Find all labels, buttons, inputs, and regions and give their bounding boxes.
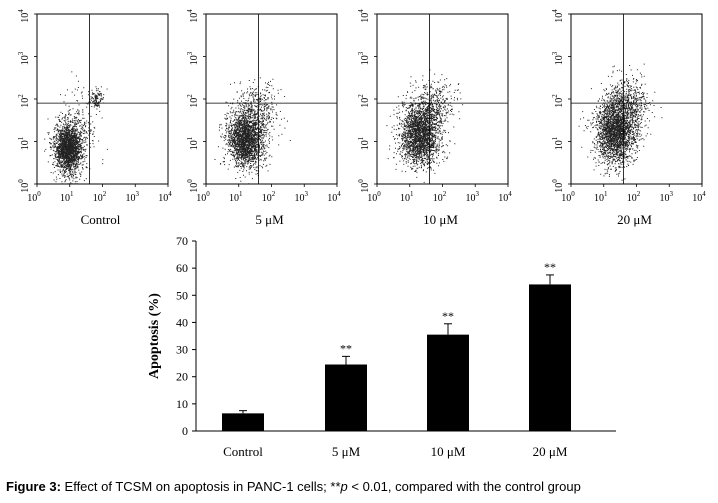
x-tick-label: 101 [60, 190, 74, 204]
y-tick-label: 102 [17, 94, 31, 108]
x-tick-label: 103 [660, 190, 674, 204]
y-tick-label: 102 [186, 94, 200, 108]
x-tick-label: 102 [262, 190, 276, 204]
bar [222, 413, 264, 431]
y-tick-label: 102 [551, 94, 565, 108]
y-tick-label: 100 [186, 179, 200, 193]
caption-label: Figure 3: [6, 479, 61, 494]
y-tick-label: 104 [17, 9, 31, 23]
category-label: 10 μM [431, 444, 466, 459]
y-tick-label: 101 [186, 136, 200, 150]
flow-events [214, 77, 291, 185]
bar [529, 284, 571, 431]
x-tick-label: 102 [433, 190, 447, 204]
flow-panel-label: 20 μM [617, 212, 652, 227]
flow-cytometry-panels: 100100101101102102103103104104Control100… [17, 9, 706, 227]
significance-label: ** [340, 341, 352, 355]
y-tick-label: 104 [551, 9, 565, 23]
flow-events [44, 71, 108, 185]
y-tick-label: 60 [176, 261, 188, 275]
flow-plot-frame [205, 13, 338, 185]
x-tick-label: 102 [627, 190, 641, 204]
significance-label: ** [544, 260, 556, 274]
y-tick-label: 102 [357, 94, 371, 108]
x-tick-label: 100 [367, 190, 381, 204]
y-tick-label: 104 [186, 9, 200, 23]
x-tick-label: 103 [126, 190, 140, 204]
y-tick-label: 103 [551, 51, 565, 65]
y-tick-label: 104 [357, 9, 371, 23]
x-tick-label: 101 [229, 190, 243, 204]
caption-text-2: < 0.01, compared with the control group [347, 479, 581, 494]
caption-text-1: Effect of TCSM on apoptosis in PANC-1 ce… [60, 479, 341, 494]
y-tick-label: 0 [182, 424, 188, 438]
apoptosis-bar-chart: 0 10 20 30 40 50 60 70 Apoptosis (%) Control ** 5 μ… [147, 234, 616, 459]
category-label: Control [223, 444, 263, 459]
x-tick-label: 101 [594, 190, 608, 204]
y-tick-label: 20 [176, 370, 188, 384]
y-tick-label: 100 [357, 179, 371, 193]
y-tick-label: 101 [357, 136, 371, 150]
y-tick-label: 50 [176, 288, 188, 302]
category-label: 20 μM [533, 444, 568, 459]
y-tick-label: 10 [176, 397, 188, 411]
x-tick-label: 104 [327, 190, 341, 204]
bar [427, 334, 469, 431]
significance-label: ** [442, 309, 454, 323]
bar [325, 364, 367, 431]
x-tick-label: 100 [561, 190, 575, 204]
flow-events [386, 69, 464, 183]
y-tick-label: 70 [176, 234, 188, 248]
flow-panel-label: 10 μM [423, 212, 458, 227]
x-tick-label: 104 [692, 190, 706, 204]
flow-panel-label: 5 μM [255, 212, 284, 227]
y-tick-label: 103 [357, 51, 371, 65]
y-tick-label: 30 [176, 343, 188, 357]
y-tick-label: 103 [186, 51, 200, 65]
y-tick-label: 101 [17, 136, 31, 150]
y-tick-label: 40 [176, 315, 188, 329]
x-tick-label: 103 [466, 190, 480, 204]
flow-plot-frame [376, 13, 509, 185]
category-label: 5 μM [332, 444, 361, 459]
x-tick-label: 104 [158, 190, 172, 204]
flow-events [578, 63, 663, 181]
x-tick-label: 100 [27, 190, 41, 204]
y-tick-label: 101 [551, 136, 565, 150]
caption-p-italic: p [340, 479, 348, 494]
y-tick-label: 103 [17, 51, 31, 65]
y-tick-label: 100 [551, 179, 565, 193]
y-tick-label: 100 [17, 179, 31, 193]
x-tick-label: 100 [196, 190, 210, 204]
x-tick-label: 103 [295, 190, 309, 204]
x-tick-label: 102 [93, 190, 107, 204]
x-tick-label: 104 [498, 190, 512, 204]
x-tick-label: 101 [400, 190, 414, 204]
flow-panel-label: Control [81, 212, 121, 227]
figure-caption: Figure 3: Effect of TCSM on apoptosis in… [6, 479, 712, 494]
y-axis-label: Apoptosis (%) [147, 293, 162, 379]
